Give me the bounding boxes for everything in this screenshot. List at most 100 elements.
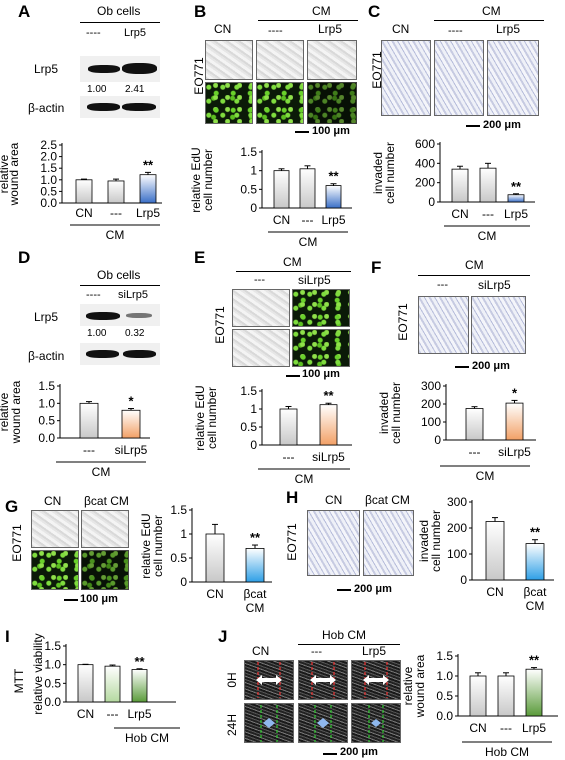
f-image-1: [418, 296, 469, 354]
c-image-2: [434, 40, 484, 116]
x-tick-label: siLrp5: [498, 445, 531, 459]
blot-d-protein-2: β-actin: [28, 349, 65, 363]
y-tick-label: 0.5: [40, 184, 57, 198]
panel-label-h: H: [286, 488, 299, 507]
e-col-2: siLrp5: [298, 273, 331, 287]
significance-marker: *: [128, 394, 134, 409]
y-tick-label: 1: [180, 527, 187, 541]
x-tick-label: βcat: [524, 585, 548, 599]
y-tick-label: 1.0: [38, 396, 55, 410]
group-label: CM: [295, 472, 314, 485]
j-col-2: ---: [311, 646, 322, 658]
y-tick-label: 1.5: [44, 639, 61, 653]
x-tick-label: CM: [246, 601, 265, 615]
blot-d-lrp5-strip: [80, 304, 160, 326]
y-tick-label: 2.0: [40, 150, 57, 164]
significance-marker: **: [323, 388, 334, 403]
e-image-edu-1: [292, 289, 350, 327]
f-col-2: siLrp5: [478, 278, 511, 292]
e-cell-line: EO771: [213, 306, 227, 344]
f-col-1: ---: [437, 279, 448, 291]
y-tick-label: 0.0: [44, 695, 61, 709]
h-cell-line: EO771: [285, 523, 299, 561]
blot-a-quant-2: 2.41: [125, 84, 145, 95]
x-tick-label: CN: [451, 207, 468, 221]
y-tick-label: 0.5: [436, 689, 453, 703]
blot-a-protein-1: Lrp5: [34, 62, 59, 76]
blot-a-header: Ob cells: [97, 4, 141, 18]
panel-label-e: E: [194, 248, 206, 267]
bar: [525, 543, 545, 581]
y-tick-label: 200: [415, 176, 435, 190]
y-axis-label: wound area: [7, 142, 21, 206]
b-image-bf-3: [307, 40, 357, 80]
c-header: CM: [482, 4, 501, 18]
x-tick-label: siLrp5: [312, 450, 345, 464]
y-axis-label: cell number: [201, 149, 215, 211]
blot-a-lane-2: Lrp5: [124, 27, 147, 39]
y-tick-label: 300: [447, 495, 467, 509]
y-tick-label: 1.5: [170, 503, 187, 517]
bar: [325, 185, 342, 209]
bar: [77, 664, 94, 703]
y-tick-label: 0: [460, 573, 467, 587]
c-col-3: Lrp5: [496, 22, 521, 36]
y-axis-label: wound area: [413, 654, 427, 718]
x-tick-label: siLrp5: [115, 443, 148, 457]
e-scale: 100 μm: [302, 368, 340, 380]
y-tick-label: 2.5: [40, 138, 57, 152]
y-tick-label: 200: [447, 521, 467, 535]
c-col-2: ----: [448, 25, 463, 37]
x-tick-label: CN: [206, 587, 223, 601]
bar: [299, 168, 316, 209]
group-label: CM: [106, 228, 125, 242]
y-tick-label: 1.5: [38, 379, 55, 393]
panel-label-d: D: [18, 248, 31, 267]
y-axis-label: relative viability: [31, 633, 45, 714]
x-tick-label: Lrp5: [136, 206, 160, 220]
b-col-1: CN: [214, 22, 232, 36]
j-header: Hob CM: [322, 628, 367, 642]
significance-marker: **: [511, 179, 522, 194]
f-image-2: [471, 296, 526, 354]
blot-d-quant-2: 0.32: [125, 328, 145, 339]
y-tick-label: 0.0: [40, 196, 57, 210]
y-axis-label: invaded: [371, 152, 385, 194]
y-axis-label: relative: [402, 666, 415, 705]
bar: [107, 180, 125, 204]
blot-a-lane-1: ----: [86, 27, 101, 39]
c-scale: 200 μm: [483, 119, 521, 131]
j-wound-overlay: [256, 662, 389, 742]
panel-label-j: J: [218, 627, 228, 646]
x-tick-label: Lrp5: [321, 213, 345, 227]
bar: [279, 408, 298, 446]
y-tick-label: 1.5: [40, 161, 57, 175]
group-label: CM: [299, 235, 318, 248]
b-header: CM: [312, 4, 331, 18]
significance-marker: *: [512, 385, 518, 400]
group-label: Hob CM: [485, 745, 529, 758]
significance-marker: **: [530, 525, 541, 540]
c-col-1: CN: [392, 22, 410, 36]
g-image-bf-2: [81, 510, 129, 548]
y-tick-label: 1.5: [240, 384, 257, 398]
y-axis-label: cell number: [383, 142, 397, 204]
panel-label-f: F: [371, 258, 382, 277]
x-tick-label: CN: [77, 707, 94, 721]
y-axis-label: wound area: [9, 380, 23, 444]
x-tick-label: CN: [486, 585, 503, 599]
y-axis-label: relative EdU: [190, 147, 203, 212]
y-axis-label: cell number: [205, 387, 219, 449]
x-tick-label: Lrp5: [522, 721, 546, 735]
x-tick-label: CN: [75, 206, 92, 220]
y-tick-label: 0: [250, 438, 257, 452]
x-tick-label: ---: [482, 207, 494, 221]
y-axis-label: cell number: [151, 515, 165, 577]
x-tick-label: CM: [526, 599, 545, 613]
bar: [525, 668, 543, 717]
e-header: CM: [283, 255, 302, 269]
y-axis-label: cell number: [429, 510, 443, 572]
